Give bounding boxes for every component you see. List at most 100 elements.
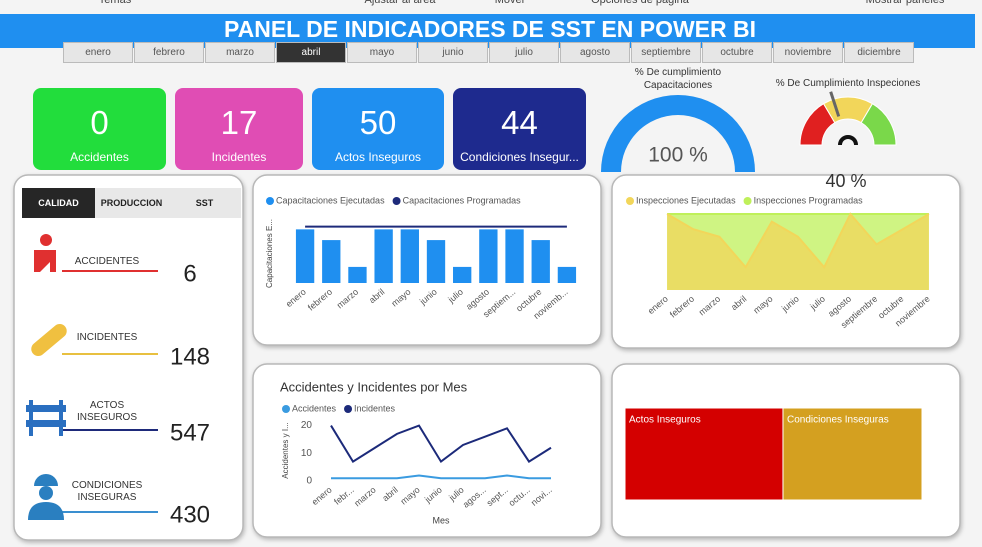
treemap-tile (624, 407, 784, 501)
area-line (666, 212, 930, 269)
gauge-title: % De Cumplimiento Inspeciones (775, 78, 921, 89)
legend-marker (282, 405, 290, 413)
icon-part (40, 234, 52, 246)
kpi-label: Incidentes (211, 150, 267, 164)
legend-label: Inspecciones Ejecutadas (636, 195, 736, 205)
side-item-value: 6 (183, 260, 196, 287)
line-series (330, 424, 552, 464)
icon-part (29, 400, 33, 436)
legend-marker (392, 197, 401, 205)
legend-label: Capacitaciones Ejecutadas (276, 195, 385, 205)
side-item-value: 148 (170, 343, 210, 370)
toolbar-item: Opciones de página (591, 0, 690, 6)
legend-marker (743, 197, 752, 205)
month-tab[interactable]: agosto (560, 42, 630, 63)
month-tab[interactable]: abril (276, 42, 346, 63)
side-item-label: CONDICIONES INSEGURAS (71, 480, 143, 503)
month-tab[interactable]: febrero (134, 42, 204, 63)
bar (400, 229, 419, 283)
month-tab[interactable]: septiembre (631, 42, 701, 63)
side-item-value: 547 (170, 419, 210, 446)
side-tab[interactable]: CALIDAD (22, 188, 95, 218)
gauge-title: % De cumplimiento Capacitaciones (634, 67, 722, 91)
kpi-label: Accidentes (70, 150, 129, 164)
bar (557, 266, 577, 283)
kpi-card: 44 Condiciones Insegur... (453, 88, 586, 170)
kpi-label: Actos Inseguros (334, 150, 422, 164)
month-tab[interactable]: julio (489, 42, 559, 63)
y-axis-label: Accidentes y I... (281, 422, 290, 478)
gauge-value-label: 100 % (648, 144, 708, 167)
month-tab[interactable]: diciembre (844, 42, 914, 63)
bar (374, 229, 393, 283)
side-item-label: ACTOS INSEGUROS (76, 400, 137, 423)
icon-part (26, 405, 66, 412)
kpi-value: 50 (359, 104, 397, 141)
icon-barrier (26, 400, 66, 436)
chart-title: Accidentes y Incidentes por Mes (280, 379, 468, 394)
legend-marker (266, 197, 274, 205)
treemap-tile (782, 407, 923, 501)
bar (531, 240, 550, 283)
month-tab[interactable]: junio (418, 42, 488, 63)
area-fill (667, 214, 929, 290)
gauge-band (860, 102, 897, 146)
gauge-value (601, 95, 755, 172)
icon-worker (28, 474, 64, 520)
legend-label: Incidentes (354, 403, 396, 413)
icon-part (39, 486, 53, 500)
y-tick-label: 20 (301, 420, 313, 431)
dashboard-title: PANEL DE INDICADORES DE SST EN POWER BI (224, 16, 756, 42)
legend-label: Inspecciones Programadas (754, 195, 864, 205)
month-tab[interactable]: marzo (205, 42, 275, 63)
y-axis-label: Capacitaciones E... (265, 219, 274, 288)
line-series (331, 474, 551, 480)
side-item-value: 430 (170, 501, 210, 528)
side-tab[interactable]: SST (168, 188, 241, 218)
treemap-label: Actos Inseguros (629, 415, 701, 426)
kpi-value: 0 (90, 104, 109, 141)
side-item-label: ACCIDENTES (74, 256, 140, 267)
panel (13, 174, 244, 541)
side-tab[interactable]: PRODUCCION (95, 188, 168, 218)
toolbar-item: Mostrar paneles (866, 0, 945, 6)
icon-part (26, 420, 66, 427)
legend-label: Capacitaciones Programadas (403, 195, 522, 205)
side-item-label: INCIDENTES (76, 332, 138, 343)
kpi-label: Condiciones Insegur... (460, 150, 579, 164)
treemap-label: Condiciones Inseguras (787, 415, 889, 426)
icon-incident (31, 324, 67, 356)
bar (453, 266, 472, 283)
month-tab[interactable]: enero (63, 42, 133, 63)
icon-accident (34, 234, 56, 272)
kpi-card: 50 Actos Inseguros (312, 88, 444, 170)
icon-part (28, 502, 64, 520)
gauge-hub (838, 135, 858, 146)
month-tab[interactable]: noviembre (773, 42, 843, 63)
bar (426, 240, 446, 283)
y-tick-label: 10 (301, 448, 313, 459)
toolbar-item: Temas (99, 0, 132, 6)
icon-part (34, 474, 58, 486)
toolbar-item: Mover (495, 0, 526, 6)
x-axis-label: Mes (432, 515, 450, 525)
panel (252, 363, 602, 538)
month-tab[interactable]: octubre (702, 42, 772, 63)
icon-part (59, 400, 63, 436)
bar (479, 229, 498, 283)
y-tick-label: 0 (306, 476, 312, 487)
month-tab[interactable]: mayo (347, 42, 417, 63)
kpi-value: 44 (501, 104, 538, 141)
icon-part (34, 250, 56, 272)
bar (348, 266, 367, 283)
bar (505, 229, 524, 283)
legend-marker (626, 197, 634, 205)
bar (322, 240, 341, 283)
kpi-value: 17 (220, 104, 258, 141)
bar (295, 229, 315, 283)
gauge-value-label: 40 % (825, 171, 866, 191)
kpi-card: 0 Accidentes (33, 88, 166, 170)
legend-label: Accidentes (292, 403, 337, 413)
